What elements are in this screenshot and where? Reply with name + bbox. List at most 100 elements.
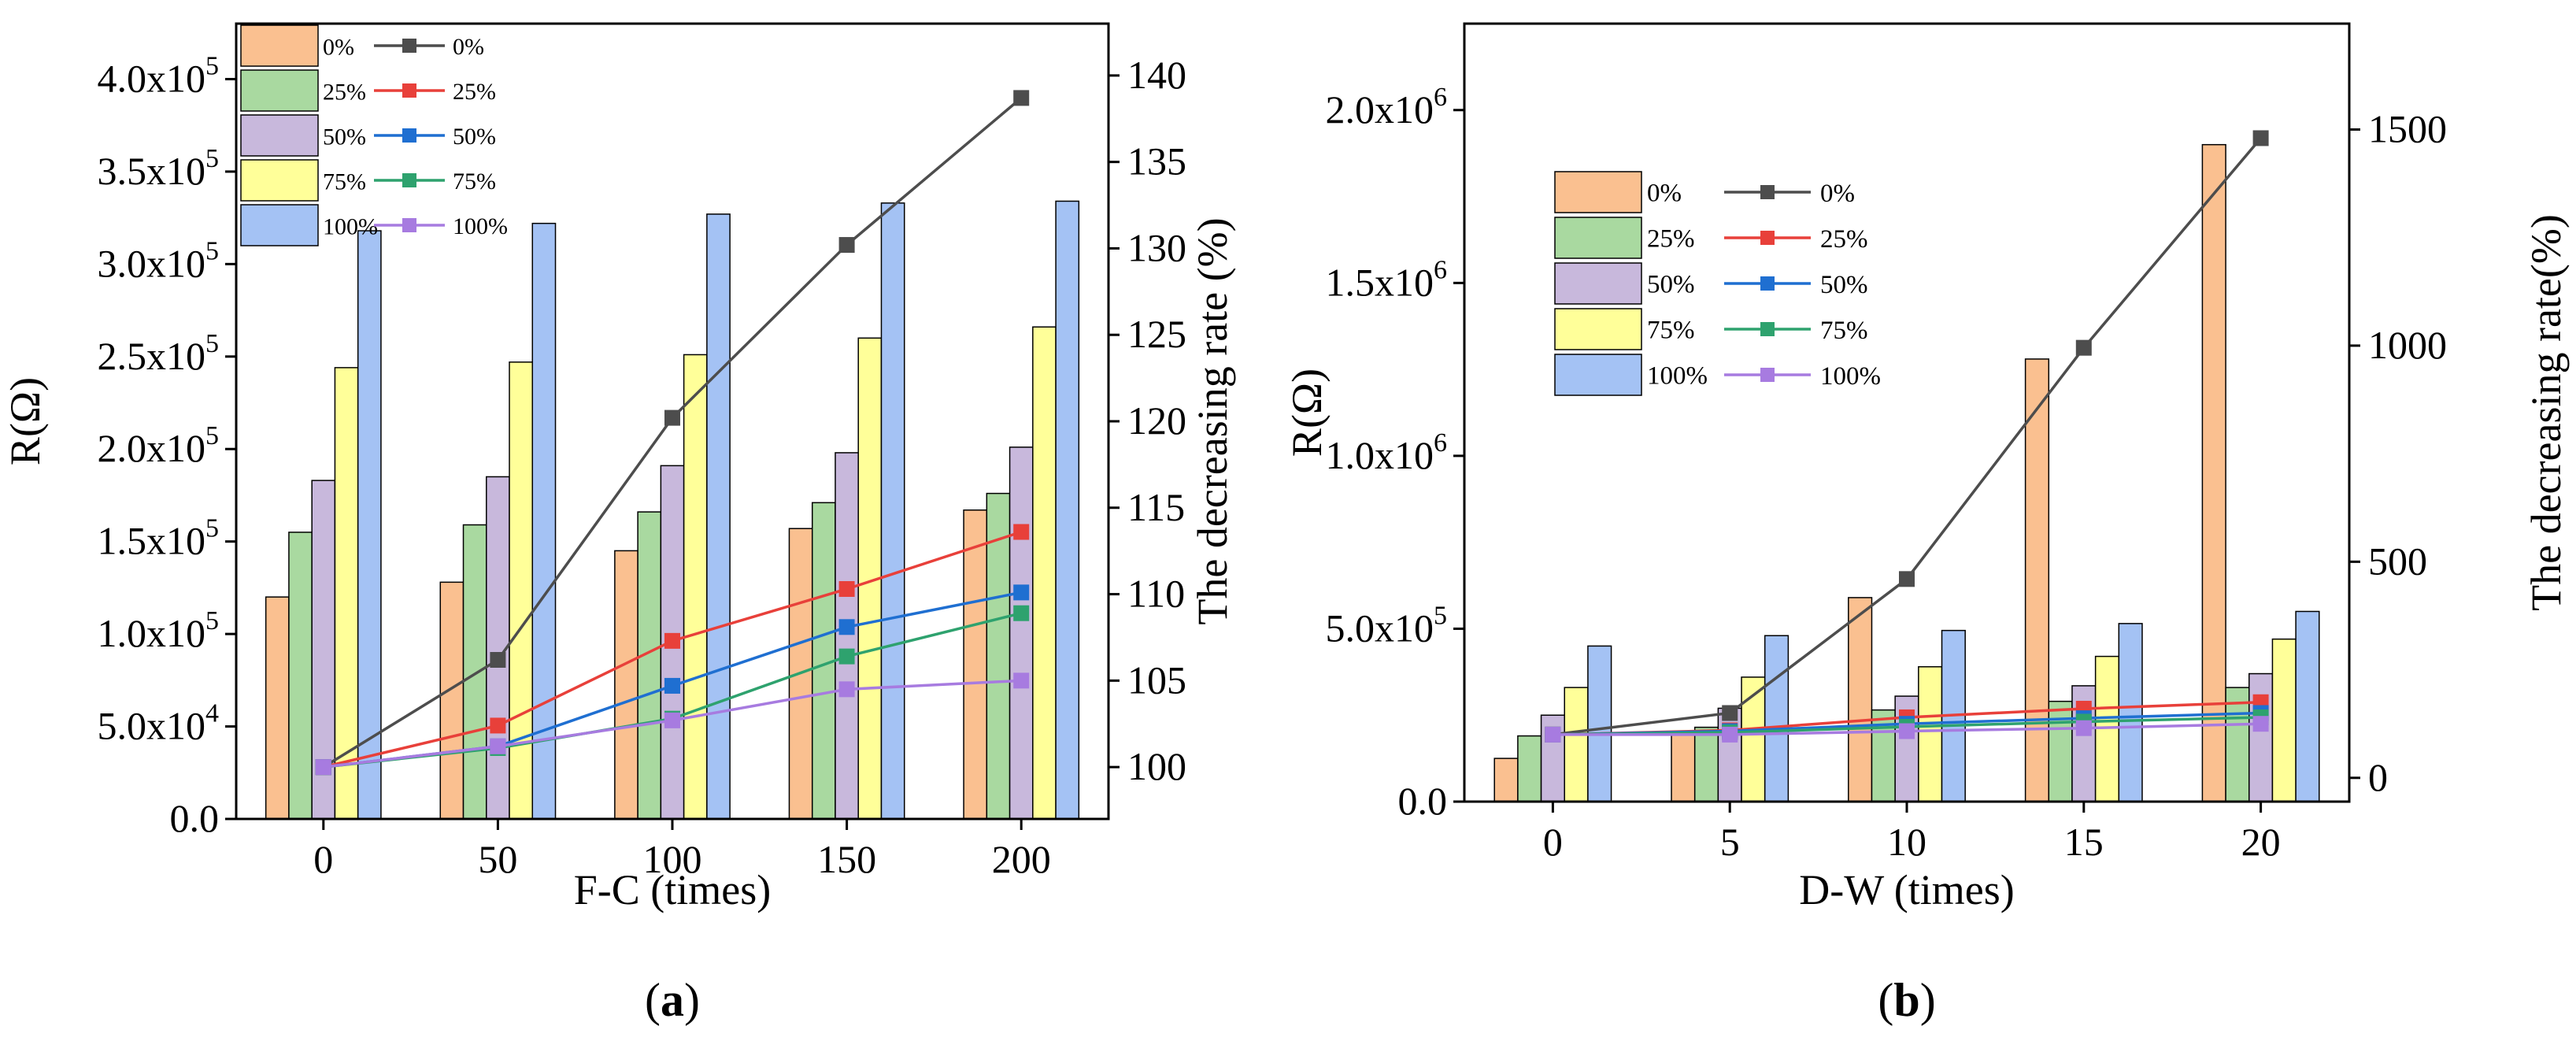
bar-75pct-0 (334, 367, 359, 820)
y2-tick-label: 0 (2368, 755, 2388, 799)
y2-tick-label: 1000 (2368, 323, 2447, 367)
bar-0pct-200 (963, 509, 988, 820)
legend-bar-swatch (240, 24, 319, 67)
bar-0pct-5 (1671, 732, 1696, 802)
legend-line-marker (402, 128, 416, 143)
bar-100pct-5 (1764, 635, 1790, 802)
y-tick-label: 2.0x105 (98, 421, 220, 470)
legend-line-marker (1760, 231, 1775, 245)
y-tick-label: 1.0x106 (1326, 428, 1448, 477)
legend-bar-label: 50% (323, 124, 366, 150)
legend-bar-label: 100% (1647, 361, 1708, 390)
bar-100pct-0 (357, 230, 382, 820)
x-tick-label: 50 (478, 837, 517, 881)
bar-75pct-50 (509, 361, 534, 820)
line-point-100pct-200 (1013, 672, 1030, 689)
y2-tick-label: 115 (1127, 485, 1185, 529)
line-point-100pct-100 (664, 712, 680, 728)
y-tick-label: 2.5x105 (98, 329, 220, 378)
y2-tick-label: 140 (1127, 53, 1186, 97)
legend-line-label: 0% (453, 34, 484, 60)
bar-0pct-10 (1848, 597, 1873, 802)
chart-panel-a: 0.0 5.0x104 1.0x105 1.5x105 2.0x105 2.5x105 3.… (2, 22, 1236, 1026)
line-point-50pct-150 (838, 619, 855, 635)
y-tick-label: 1.5x106 (1326, 255, 1448, 304)
line-point-0pct-10 (1899, 571, 1915, 587)
line-point-25pct-150 (838, 580, 855, 597)
x-tick-label: 200 (992, 837, 1051, 881)
bar-100pct-200 (1055, 200, 1080, 820)
y-tick-label: 1.5x105 (98, 514, 220, 563)
bar-100pct-150 (880, 202, 905, 820)
bar-50pct-20 (2248, 672, 2274, 802)
legend-line-marker (1760, 322, 1775, 336)
legend-line-label: 25% (453, 79, 496, 105)
legend-bar-swatch (240, 114, 319, 157)
bar-75pct-0 (1564, 687, 1589, 802)
legend-line-label: 50% (453, 124, 496, 150)
bar-25pct-15 (2048, 700, 2073, 802)
line-point-100pct-10 (1899, 723, 1915, 739)
bar-100pct-15 (2118, 623, 2143, 802)
y2-tick-label: 105 (1127, 658, 1186, 702)
y-tick-label: 2.0x106 (1326, 83, 1448, 132)
legend-line-marker (1760, 185, 1775, 199)
line-point-100pct-0 (315, 759, 331, 776)
legend-line-label: 25% (1820, 225, 1868, 254)
line-point-50pct-100 (664, 677, 680, 694)
bar-25pct-100 (637, 511, 662, 820)
y-tick-label: 3.0x105 (98, 236, 220, 285)
legend-line-marker (402, 39, 416, 53)
y2-tick-label: 100 (1127, 744, 1186, 788)
line-point-100pct-20 (2252, 716, 2269, 732)
bar-0pct-50 (439, 581, 464, 820)
y2-tick-label: 120 (1127, 398, 1186, 443)
line-point-75pct-200 (1013, 605, 1030, 621)
y2-tick-label: 1500 (2368, 106, 2447, 150)
legend-line-label: 75% (453, 169, 496, 194)
x-tick-label: 15 (2064, 820, 2104, 864)
bar-75pct-20 (2271, 638, 2297, 802)
y-tick-label: 5.0x104 (98, 699, 220, 748)
legend-line-marker (1760, 276, 1775, 291)
line-point-0pct-100 (664, 409, 680, 426)
legend-line-label: 100% (453, 213, 508, 239)
bar-50pct-150 (835, 452, 859, 820)
legend-bar-label: 50% (1647, 270, 1695, 298)
bar-100pct-20 (2295, 610, 2320, 802)
line-point-0pct-15 (2075, 339, 2092, 356)
legend-bar-label: 25% (1647, 224, 1695, 253)
bar-50pct-200 (1009, 446, 1034, 820)
panel-label: (a) (645, 974, 700, 1026)
line-point-25pct-100 (664, 632, 680, 649)
line-point-100pct-0 (1545, 726, 1561, 743)
legend-line-marker (402, 173, 416, 187)
y-tick-label: 1.0x105 (98, 606, 220, 655)
bar-50pct-5 (1717, 707, 1742, 802)
y-tick-label: 0.0 (170, 796, 220, 840)
legend-bar-label: 25% (323, 79, 366, 105)
legend-bar-label: 100% (323, 213, 378, 239)
legend-line-label: 50% (1820, 271, 1868, 299)
line-point-100pct-5 (1722, 726, 1738, 743)
legend-line-marker (402, 83, 416, 98)
y2-tick-label: 135 (1127, 139, 1186, 183)
line-point-0pct-200 (1013, 90, 1030, 106)
bar-0pct-0 (1493, 758, 1519, 802)
legend-bar-label: 75% (323, 169, 366, 194)
y-tick-label: 4.0x105 (98, 51, 220, 100)
y2-tick-label: 500 (2368, 539, 2427, 583)
line-point-0pct-50 (490, 652, 506, 668)
bar-25pct-0 (288, 532, 313, 820)
line-point-75pct-150 (838, 648, 855, 665)
bar-0pct-15 (2024, 358, 2050, 802)
legend-bar-swatch (1554, 262, 1642, 305)
line-point-100pct-15 (2075, 720, 2092, 736)
x-axis-title: F-C (times) (574, 866, 772, 913)
legend-bar-label: 75% (1647, 316, 1695, 344)
y2-tick-label: 110 (1127, 572, 1185, 616)
x-tick-label: 5 (1720, 820, 1740, 864)
x-tick-label: 20 (2241, 820, 2281, 864)
x-tick-label: 100 (643, 837, 702, 881)
